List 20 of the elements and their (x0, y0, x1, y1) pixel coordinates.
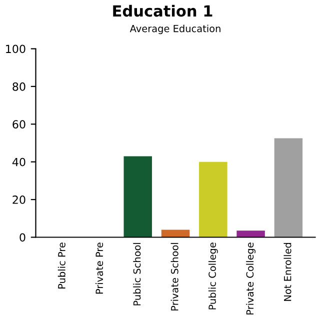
bar (124, 156, 152, 238)
y-tick-label: 100 (6, 44, 26, 54)
y-tick-label: 20 (12, 196, 26, 204)
x-tick-label: Private Pre (96, 242, 104, 294)
bar (236, 230, 265, 238)
chart-title: Education 1 (113, 4, 212, 17)
x-tick-label: Not Enrolled (284, 242, 292, 301)
x-tick-label: Public School (133, 243, 141, 306)
y-tick-label: 40 (12, 158, 26, 166)
y-tick-label: 0 (20, 233, 26, 242)
chart-subtitle: Average Education (130, 24, 220, 34)
y-tick-label: 60 (12, 120, 26, 129)
bar (199, 162, 228, 238)
y-tick-label: 80 (12, 82, 26, 91)
bar (274, 138, 303, 238)
x-tick-label: Public Pre (58, 242, 66, 288)
x-tick-label: Public College (208, 242, 218, 310)
x-tick-label: Private College (246, 242, 256, 314)
x-tick-label: Private School (170, 243, 178, 310)
bar (161, 230, 190, 238)
